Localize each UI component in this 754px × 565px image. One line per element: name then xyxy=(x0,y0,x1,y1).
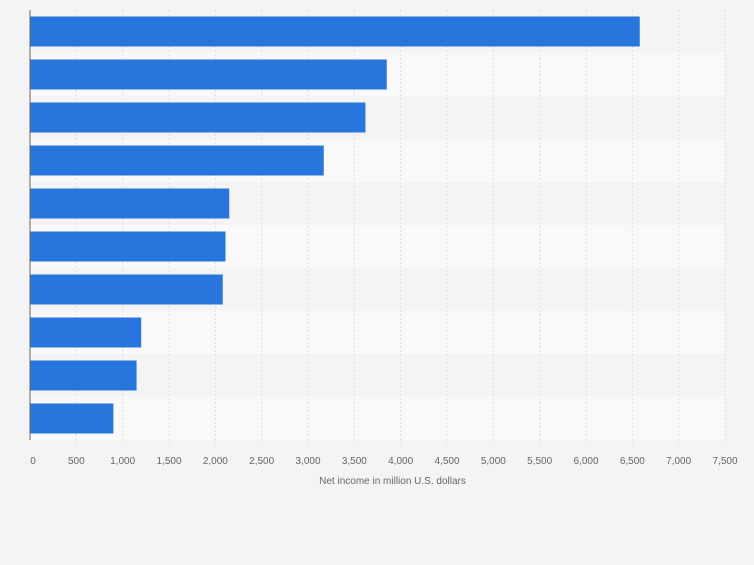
bar xyxy=(30,317,142,348)
bar xyxy=(30,403,114,434)
x-tick-label: 500 xyxy=(68,456,85,467)
bar xyxy=(30,102,366,133)
bars xyxy=(30,16,640,434)
x-tick-label: 4,500 xyxy=(434,456,459,467)
x-tick-label: 6,000 xyxy=(573,456,598,467)
bar xyxy=(30,59,387,90)
bar xyxy=(30,188,230,219)
x-tick-label: 6,500 xyxy=(620,456,645,467)
x-tick-label: 2,500 xyxy=(249,456,274,467)
x-axis-ticks: 0 500 1,000 1,500 2,000 2,500 3,000 3,500 4,000 4… xyxy=(30,456,738,467)
x-tick-label: 3,000 xyxy=(295,456,320,467)
row-band xyxy=(30,354,725,397)
x-tick-label: 7,000 xyxy=(666,456,691,467)
bar xyxy=(30,231,226,262)
bar xyxy=(30,360,137,391)
x-tick-label: 7,500 xyxy=(712,456,737,467)
row-band xyxy=(30,397,725,440)
x-tick-label: 0 xyxy=(30,456,36,467)
bar xyxy=(30,274,223,305)
bar xyxy=(30,145,324,176)
x-tick-label: 4,000 xyxy=(388,456,413,467)
x-axis-label: Net income in million U.S. dollars xyxy=(319,476,466,487)
row-band xyxy=(30,311,725,354)
x-tick-label: 5,000 xyxy=(481,456,506,467)
x-tick-label: 5,500 xyxy=(527,456,552,467)
x-tick-label: 1,000 xyxy=(110,456,135,467)
x-tick-label: 2,000 xyxy=(203,456,228,467)
x-tick-label: 3,500 xyxy=(342,456,367,467)
x-tick-label: 1,500 xyxy=(156,456,181,467)
bar xyxy=(30,16,640,47)
